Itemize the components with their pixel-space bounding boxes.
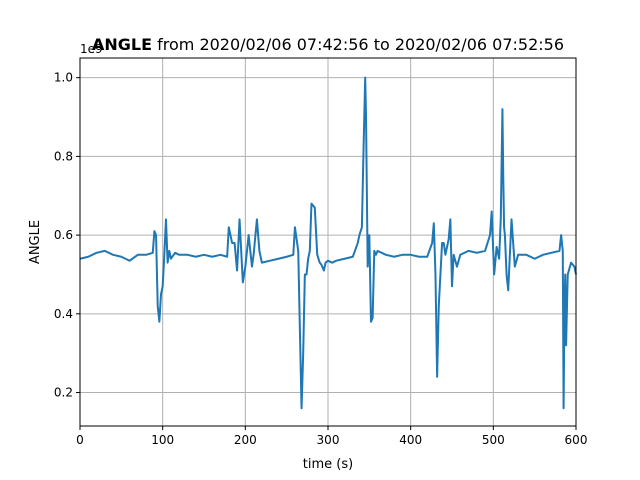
chart-title-rest: from 2020/02/06 07:42:56 to 2020/02/06 0… <box>152 35 564 54</box>
x-tick-label: 600 <box>565 433 588 447</box>
x-tick-label: 200 <box>234 433 257 447</box>
y-tick-label: 0.8 <box>54 149 73 163</box>
x-tick-label: 400 <box>399 433 422 447</box>
x-tick-label: 0 <box>76 433 84 447</box>
angle-series-line <box>79 76 577 410</box>
y-axis-label: ANGLE <box>28 220 43 264</box>
chart-title-bold: ANGLE <box>92 35 152 54</box>
chart-title: ANGLE from 2020/02/06 07:42:56 to 2020/0… <box>92 35 564 54</box>
y-tick-label: 1.0 <box>54 71 73 85</box>
x-axis-ticks: 0 100 200 300 400 500 600 <box>76 426 587 447</box>
x-tick-label: 300 <box>317 433 340 447</box>
plot-area <box>79 76 577 410</box>
y-axis-ticks: 0.2 0.4 0.6 0.8 1.0 <box>54 71 80 400</box>
x-axis-label: time (s) <box>303 457 353 472</box>
y-axis-offset-label: 1e9 <box>80 42 103 56</box>
y-tick-label: 0.4 <box>54 307 73 321</box>
x-tick-label: 500 <box>482 433 505 447</box>
y-tick-label: 0.6 <box>54 228 73 242</box>
y-tick-label: 0.2 <box>54 386 73 400</box>
x-tick-label: 100 <box>151 433 174 447</box>
